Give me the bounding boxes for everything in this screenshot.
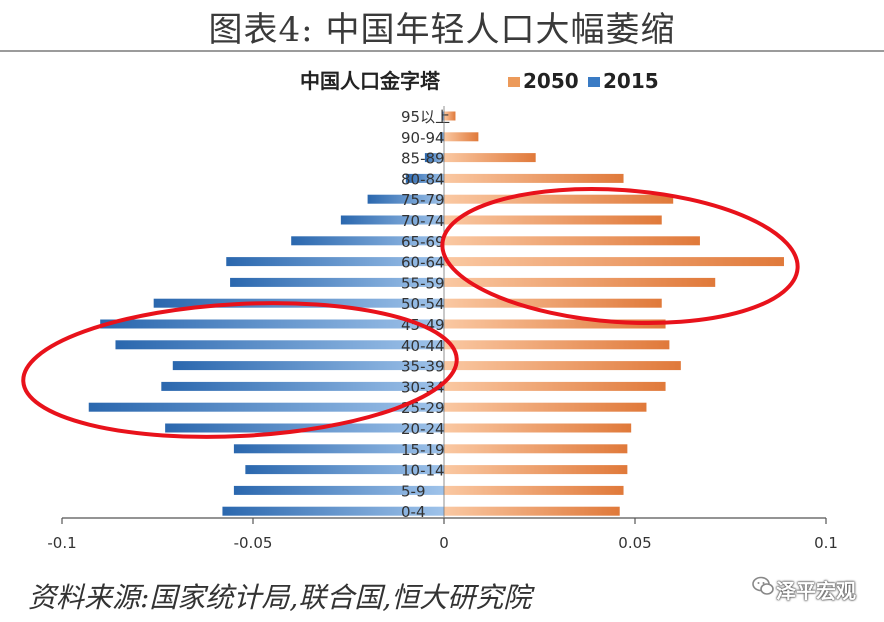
bar-2050-85-89 — [444, 153, 536, 163]
footer: 资料来源:国家统计局,联合国,恒大研究院 泽平宏观 — [0, 568, 884, 622]
bar-2050-65-69 — [444, 236, 700, 246]
bar-2015-85-89 — [424, 153, 444, 163]
wechat-icon — [752, 576, 774, 595]
bar-2050-35-39 — [444, 361, 681, 371]
bar-2050-70-74 — [444, 215, 662, 225]
age-label-20-24: 20-24 — [401, 420, 445, 438]
bar-2050-45-49 — [444, 319, 666, 329]
age-label-5-9: 5-9 — [401, 482, 426, 500]
x-tick-label: 0.1 — [814, 534, 838, 552]
title-divider — [0, 50, 884, 52]
chart-title: 中国人口金字塔 — [300, 69, 441, 93]
age-label-50-54: 50-54 — [401, 295, 445, 313]
bar-2015-10-14 — [245, 465, 444, 475]
bar-2015-90-94 — [440, 132, 444, 142]
bar-2015-65-69 — [291, 236, 444, 246]
age-label-35-39: 35-39 — [401, 358, 445, 376]
x-axis: -0.1 -0.05 0 0.05 0.1 — [47, 106, 838, 552]
legend-swatch-2015 — [588, 77, 600, 87]
bar-2015-35-39 — [172, 361, 444, 371]
bar-2050-15-19 — [444, 444, 628, 454]
bar-2050-80-84 — [444, 173, 624, 183]
bar-2015-70-74 — [340, 215, 444, 225]
age-label-55-59: 55-59 — [401, 274, 445, 292]
legend-swatch-2050 — [508, 77, 520, 87]
bar-2015-55-59 — [230, 277, 444, 287]
age-label-70-74: 70-74 — [401, 212, 445, 230]
source-note: 资料来源:国家统计局,联合国,恒大研究院 — [28, 581, 532, 614]
age-label-65-69: 65-69 — [401, 233, 445, 251]
annotation-ellipses — [21, 187, 800, 439]
bar-2015-5-9 — [233, 485, 444, 495]
age-label-80-84: 80-84 — [401, 170, 445, 188]
chart-legend: 2050 2015 — [508, 69, 659, 93]
bar-2050-95以上 — [444, 111, 456, 121]
series-2015-bars — [88, 111, 445, 516]
bar-2050-10-14 — [444, 465, 628, 475]
age-label-60-64: 60-64 — [401, 254, 445, 272]
highlight-ellipse-2015 — [21, 301, 459, 439]
bar-2015-60-64 — [226, 257, 444, 267]
legend-label-2050: 2050 — [523, 69, 579, 93]
bar-2050-60-64 — [444, 257, 784, 267]
bar-2015-0-4 — [222, 506, 444, 516]
bar-2015-20-24 — [165, 423, 444, 433]
watermark-text: 泽平宏观 — [776, 579, 856, 603]
age-label-0-4: 0-4 — [401, 503, 426, 521]
age-label-15-19: 15-19 — [401, 441, 445, 459]
age-label-10-14: 10-14 — [401, 462, 445, 480]
bar-2015-25-29 — [88, 402, 445, 412]
bar-2050-75-79 — [444, 194, 674, 204]
bar-2015-95以上 — [442, 111, 444, 121]
bar-2015-75-79 — [367, 194, 444, 204]
bar-2015-80-84 — [405, 173, 444, 183]
x-tick-label: -0.1 — [47, 534, 76, 552]
age-label-95以上: 95以上 — [401, 108, 450, 126]
bar-2050-30-34 — [444, 381, 666, 391]
bar-2015-15-19 — [233, 444, 444, 454]
header: 图表4: 中国年轻人口大幅萎缩 — [0, 0, 884, 52]
x-tick-label: 0 — [439, 534, 449, 552]
legend-label-2015: 2015 — [603, 69, 659, 93]
highlight-ellipse-2050 — [440, 187, 800, 325]
bar-2015-45-49 — [100, 319, 444, 329]
bar-2050-5-9 — [444, 485, 624, 495]
bar-2050-25-29 — [444, 402, 647, 412]
x-tick-label: 0.05 — [618, 534, 651, 552]
page-title: 图表4: 中国年轻人口大幅萎缩 — [208, 10, 676, 50]
age-label-85-89: 85-89 — [401, 150, 445, 168]
bar-2050-20-24 — [444, 423, 632, 433]
age-label-75-79: 75-79 — [401, 191, 445, 209]
population-pyramid-chart: 中国人口金字塔 2050 2015 95以上 90-94 85-89 80-84 75-7… — [21, 69, 838, 552]
x-tick-label: -0.05 — [234, 534, 273, 552]
bar-2050-55-59 — [444, 277, 716, 287]
bar-2050-0-4 — [444, 506, 620, 516]
bar-2050-90-94 — [444, 132, 479, 142]
bar-2015-30-34 — [161, 381, 444, 391]
bar-2015-40-44 — [115, 340, 444, 350]
bar-2050-50-54 — [444, 298, 662, 308]
series-2050-bars — [444, 111, 784, 516]
age-label-40-44: 40-44 — [401, 337, 445, 355]
age-group-labels: 95以上 90-94 85-89 80-84 75-79 70-74 65-69 60-64 5… — [401, 108, 450, 521]
watermark: 泽平宏观 — [752, 572, 882, 606]
bar-2050-40-44 — [444, 340, 670, 350]
age-label-90-94: 90-94 — [401, 129, 445, 147]
